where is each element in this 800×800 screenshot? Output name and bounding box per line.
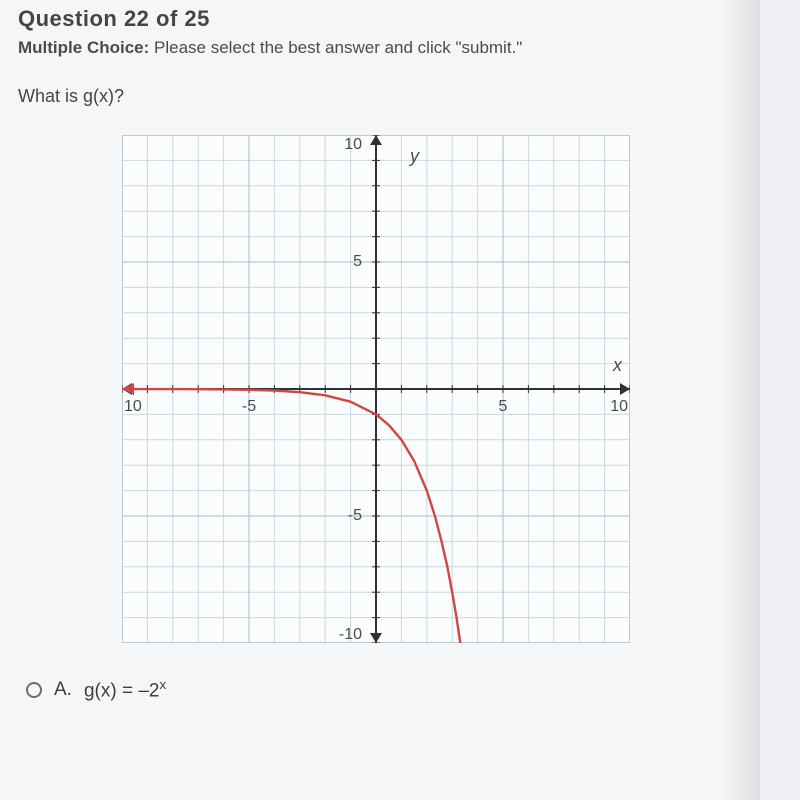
svg-text:-5: -5 [348, 507, 362, 524]
answer-letter: A. [54, 679, 72, 701]
svg-text:5: 5 [499, 398, 508, 415]
answer-expr-exponent: x [159, 677, 166, 692]
svg-text:10: 10 [344, 136, 362, 153]
svg-text:-5: -5 [242, 398, 256, 415]
answer-expression: g(x) = –2x [84, 677, 166, 702]
answer-option-a[interactable]: A. g(x) = –2x [26, 677, 742, 702]
mc-label: Multiple Choice: [18, 38, 149, 57]
svg-text:10: 10 [124, 398, 142, 415]
question-prompt: What is g(x)? [18, 86, 742, 107]
svg-text:-10: -10 [339, 626, 362, 643]
page: Question 22 of 25 Multiple Choice: Pleas… [0, 0, 800, 800]
svg-text:x: x [612, 355, 623, 375]
mc-instruction: Multiple Choice: Please select the best … [18, 38, 742, 58]
chart: 10 -5 5 10 10 5 -5 -10 y x [122, 135, 630, 643]
svg-text:5: 5 [353, 253, 362, 270]
mc-text: Please select the best answer and click … [154, 38, 522, 57]
chart-svg: 10 -5 5 10 10 5 -5 -10 y x [122, 135, 630, 643]
svg-text:y: y [408, 146, 420, 166]
panel-shadow [722, 0, 760, 800]
question-number: Question 22 of 25 [18, 6, 742, 32]
svg-text:10: 10 [610, 398, 628, 415]
answer-expr-prefix: g(x) = –2 [84, 680, 160, 701]
radio-icon[interactable] [26, 682, 42, 698]
question-panel: Question 22 of 25 Multiple Choice: Pleas… [0, 0, 760, 800]
